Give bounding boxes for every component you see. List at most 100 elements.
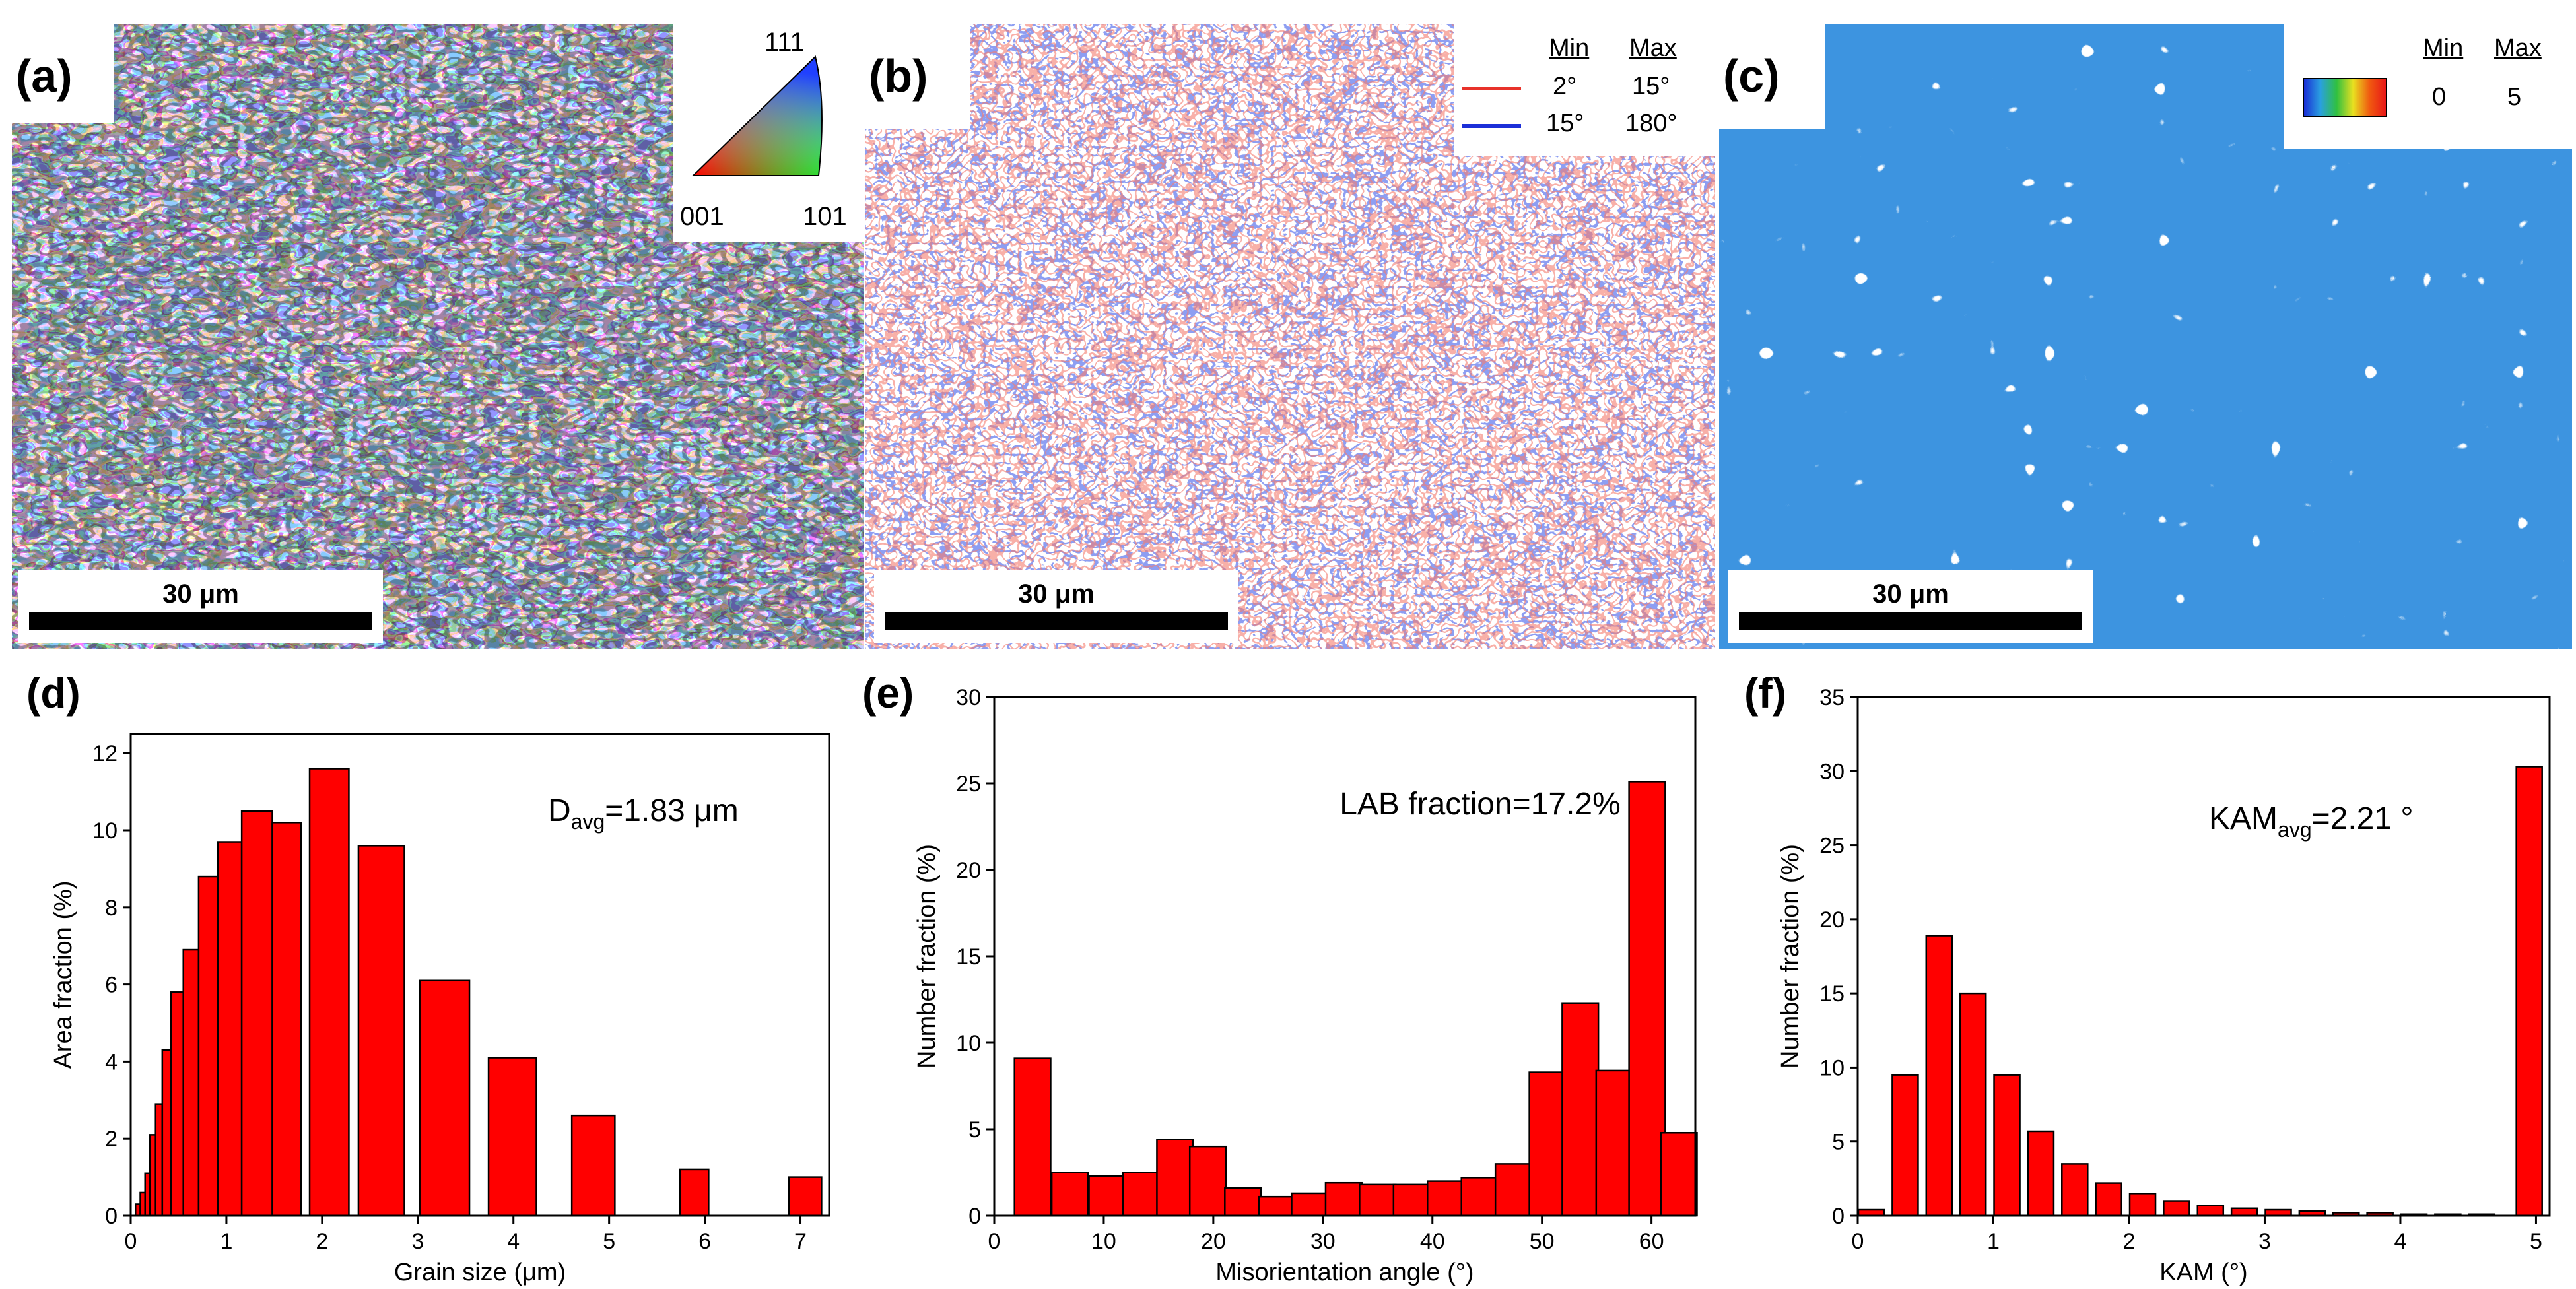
hagb-min: 15° — [1546, 110, 1584, 137]
kam-legend: Min Max 0 5 — [2284, 24, 2572, 149]
ipf-label-101: 101 — [803, 202, 847, 231]
x-tick-label: 4 — [2394, 1229, 2407, 1254]
hagb-line-swatch — [1462, 124, 1521, 128]
x-tick-label: 5 — [603, 1229, 615, 1254]
histogram-bar — [1891, 1074, 1919, 1217]
stat-annotation: Davg=1.83 μm — [548, 793, 739, 834]
histogram-bar — [2196, 1205, 2225, 1217]
histogram-bar — [1561, 1002, 1600, 1217]
y-tick-label: 20 — [956, 858, 981, 883]
histogram-bar — [1013, 1057, 1052, 1217]
y-tick-label: 30 — [1819, 759, 1845, 784]
x-axis-label: Misorientation angle (°) — [1215, 1259, 1474, 1286]
y-tick-label: 5 — [1832, 1130, 1845, 1155]
legend-max-header: Max — [2494, 34, 2542, 62]
histogram-bar — [217, 841, 243, 1217]
histogram-bar — [357, 845, 405, 1217]
x-tick-label: 30 — [1310, 1229, 1336, 1254]
legend-row-hagb: 15° 180° — [1454, 110, 1715, 143]
lagb-max: 15° — [1632, 73, 1670, 100]
histogram-bar — [1427, 1180, 1465, 1217]
legend-max-header: Max — [1629, 34, 1677, 62]
ipf-color-key: 111 001 101 — [673, 24, 864, 242]
y-tick-label: 25 — [1819, 834, 1845, 859]
legend-min-header: Min — [1549, 34, 1590, 62]
y-axis-label: Number fraction (%) — [1777, 844, 1804, 1069]
x-axis-label: Grain size (μm) — [394, 1259, 566, 1286]
y-tick-label: 5 — [968, 1117, 981, 1142]
scale-bar-label: 30 μm — [162, 579, 239, 609]
panel-label-b: (b) — [865, 24, 970, 129]
y-tick-label: 0 — [105, 1204, 118, 1229]
kam-histogram: 0 1 2 3 4 5 0 5 10 15 20 25 30 35 KAM (°) Number fracti… — [1777, 685, 2551, 1286]
y-tick-label: 20 — [1819, 908, 1845, 933]
y-tick-label: 4 — [105, 1049, 118, 1074]
boundary-legend: Min Max 2° 15° 15° 180° — [1454, 24, 1715, 156]
panel-label-a: (a) — [12, 24, 114, 123]
x-tick-label: 40 — [1420, 1229, 1445, 1254]
histogram-bar — [1122, 1172, 1160, 1217]
x-tick-label: 0 — [125, 1229, 137, 1254]
x-tick-label: 3 — [2258, 1229, 2271, 1254]
panel-label-d: (d) — [26, 669, 81, 717]
y-tick-label: 8 — [105, 896, 118, 921]
y-tick-label: 10 — [956, 1031, 981, 1056]
scale-bar-label: 30 μm — [1872, 579, 1949, 609]
histogram-bar — [308, 768, 350, 1217]
histogram-bar — [1359, 1183, 1397, 1217]
x-tick-label: 1 — [220, 1229, 232, 1254]
x-tick-label: 50 — [1530, 1229, 1555, 1254]
x-tick-label: 10 — [1091, 1229, 1116, 1254]
histogram-bar — [1392, 1183, 1431, 1217]
y-tick-label: 12 — [92, 741, 118, 766]
x-tick-label: 7 — [794, 1229, 807, 1254]
panel-label-c: (c) — [1719, 24, 1825, 129]
lagb-min: 2° — [1553, 73, 1577, 100]
panel-label-f: (f) — [1744, 669, 1786, 717]
legend-min-header: Min — [2423, 34, 2464, 62]
x-tick-label: 5 — [2530, 1229, 2542, 1254]
histogram-bar — [2128, 1193, 2157, 1217]
kam-map-image — [1719, 24, 2572, 649]
histogram-bar — [161, 1049, 172, 1217]
histogram-bar — [2027, 1130, 2055, 1217]
ipf-label-111: 111 — [764, 28, 805, 57]
x-tick-label: 2 — [316, 1229, 328, 1254]
x-tick-label: 0 — [1852, 1229, 1864, 1254]
x-axis-label: KAM (°) — [2159, 1259, 2247, 1286]
histogram-bar — [1258, 1195, 1296, 1217]
histogram-bar — [788, 1176, 823, 1217]
histogram-bar — [2515, 766, 2543, 1217]
y-tick-label: 0 — [1832, 1204, 1845, 1229]
histogram-bar — [1088, 1175, 1126, 1217]
x-tick-label: 1 — [1987, 1229, 2000, 1254]
y-tick-label: 15 — [1819, 981, 1845, 1007]
legend-row-lagb: 2° 15° — [1454, 73, 1715, 106]
histogram-bar — [154, 1103, 164, 1217]
histogram-bar — [1925, 935, 1953, 1217]
histogram-bar — [2061, 1163, 2089, 1217]
histogram-bar — [271, 822, 302, 1217]
misorientation-histogram: 0 10 20 30 40 50 60 0 5 10 15 20 25 30 Misorientation … — [913, 685, 1698, 1286]
histogram-bar — [170, 991, 184, 1217]
histogram-bar — [2230, 1207, 2258, 1217]
x-tick-label: 2 — [2123, 1229, 2136, 1254]
x-tick-label: 20 — [1201, 1229, 1226, 1254]
panel-label-e: (e) — [862, 669, 914, 717]
histogram-bar — [2095, 1182, 2122, 1217]
x-tick-label: 4 — [507, 1229, 520, 1254]
hagb-max: 180° — [1625, 110, 1678, 137]
y-axis-label: Number fraction (%) — [913, 844, 941, 1069]
histogram-bar — [487, 1057, 537, 1217]
histogram-bar — [2163, 1200, 2190, 1217]
plot-frame — [129, 733, 830, 1217]
y-tick-label: 0 — [968, 1204, 981, 1229]
y-tick-label: 35 — [1819, 685, 1845, 710]
scale-bar-c: 30 μm — [1728, 570, 2093, 643]
histogram-bar — [1528, 1071, 1567, 1217]
histogram-bar — [1050, 1172, 1089, 1217]
histogram-bar — [1324, 1181, 1363, 1217]
histogram-bar — [1494, 1163, 1533, 1217]
histogram-bar — [1291, 1192, 1329, 1217]
